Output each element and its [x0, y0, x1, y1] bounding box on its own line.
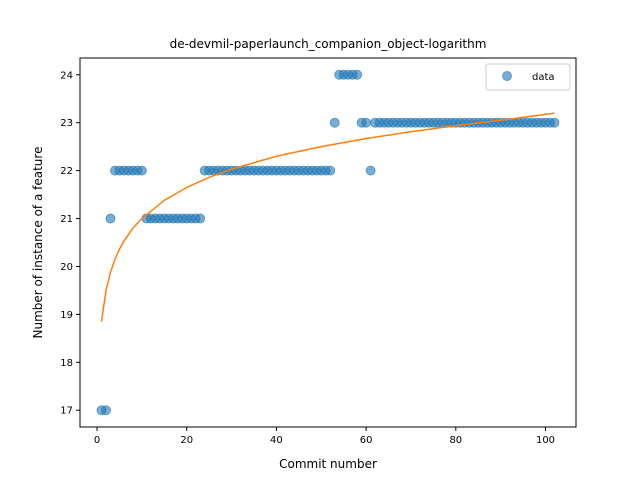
- x-tick-label: 100: [536, 435, 555, 446]
- data-point: [352, 69, 363, 80]
- y-tick-label: 24: [60, 70, 73, 81]
- y-tick-label: 21: [60, 214, 73, 225]
- legend: data: [485, 63, 571, 91]
- data-point: [361, 117, 372, 128]
- data-point: [105, 213, 116, 224]
- data-point: [365, 165, 376, 176]
- x-tick-label: 0: [94, 435, 100, 446]
- series-data: [96, 69, 560, 416]
- y-tick-label: 20: [60, 262, 73, 273]
- data-point: [136, 165, 147, 176]
- chart-title: de-devmil-paperlaunch_companion_object-l…: [170, 37, 487, 51]
- x-axis-label: Commit number: [279, 457, 377, 471]
- data-point: [101, 405, 112, 416]
- x-tick-label: 40: [270, 435, 283, 446]
- y-tick-label: 23: [60, 118, 73, 129]
- data-point: [195, 213, 206, 224]
- y-tick-label: 18: [60, 358, 73, 369]
- fit-line: [100, 112, 555, 322]
- x-tick-label: 20: [180, 435, 193, 446]
- y-tick-label: 17: [60, 406, 73, 417]
- y-tick-label: 22: [60, 166, 73, 177]
- axis-ticks: 0 20 40 60 80 100 17 18 19 20 21 22 23 24: [60, 70, 555, 446]
- x-tick-label: 80: [449, 435, 462, 446]
- series-layer: [96, 69, 560, 416]
- y-tick-label: 19: [60, 310, 73, 321]
- data-point: [325, 165, 336, 176]
- legend-box: [485, 63, 571, 91]
- data-point: [329, 117, 340, 128]
- axes-frame: [79, 57, 577, 428]
- legend-marker-data: [502, 71, 512, 81]
- data-point: [549, 117, 560, 128]
- legend-label-data: data: [532, 72, 555, 83]
- x-tick-label: 60: [360, 435, 373, 446]
- y-axis-label: Number of instance of a feature: [31, 147, 45, 339]
